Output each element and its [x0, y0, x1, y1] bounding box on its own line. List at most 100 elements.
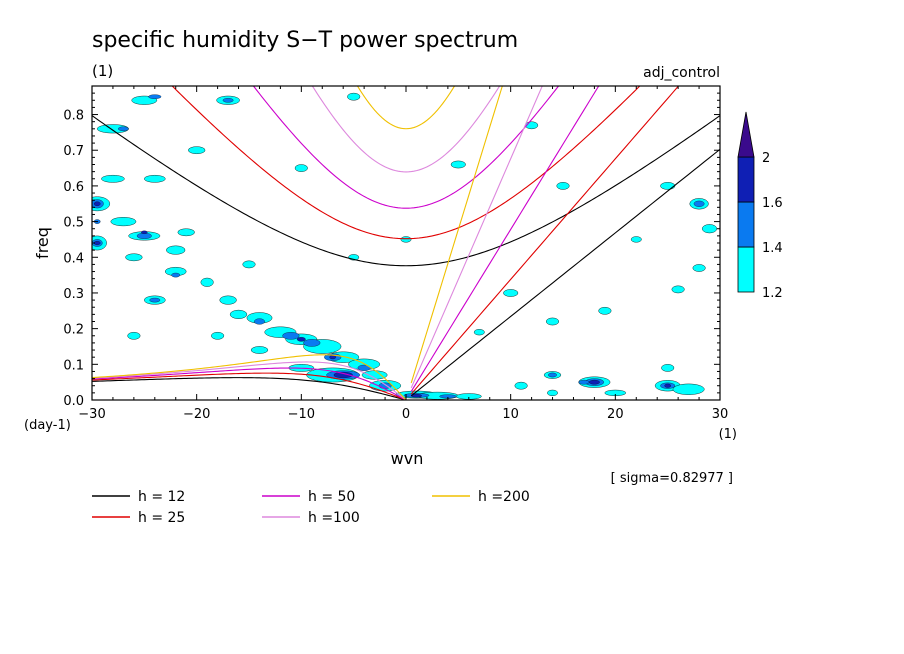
contour-blob-1.6-8: [141, 230, 148, 234]
contour-blob-1.6-4: [329, 355, 336, 360]
curve-gravity-h200: [356, 86, 456, 130]
contour-blob-1.2-36: [514, 381, 528, 390]
chart-title: specific humidity S−T power spectrum: [92, 28, 518, 53]
contour-blob-1.2-21: [229, 309, 248, 319]
contour-blob-1.2-45: [546, 317, 560, 326]
legend-label: h = 12: [138, 489, 185, 505]
legend-item: h =200: [432, 489, 530, 505]
curve-rossby-h12: [92, 377, 407, 400]
contour-blob-1.4-8: [303, 339, 321, 347]
contour-blob-1.2-13: [556, 182, 570, 190]
dispersion-curves-layer: [92, 86, 720, 400]
x-unit-label: (1): [719, 427, 737, 442]
curve-kelvin-h50: [410, 86, 600, 392]
contour-blob-1.2-54: [211, 331, 225, 340]
contour-blob-1.4-7: [282, 332, 300, 340]
contour-blob-1.2-11: [450, 160, 466, 169]
colorbar: 1.2 1.4 1.6 2: [737, 111, 783, 301]
contour-blob-1.2-41: [661, 364, 675, 372]
contour-blob-1.2-4: [166, 245, 186, 255]
contour-blob-1.2-46: [598, 306, 612, 315]
contour-blob-1.2-56: [400, 236, 412, 243]
contour-blob-1.4-16: [578, 379, 590, 385]
contour-blob-1.4-19: [149, 297, 161, 303]
contour-blob-1.6-2: [296, 337, 306, 342]
contour-blob-1.2-51: [125, 253, 143, 262]
y-tick-label: 0.6: [63, 180, 84, 195]
contour-blob-1.2-59: [630, 236, 642, 243]
x-tick-label: 20: [607, 407, 624, 422]
contour-blob-1.2-18: [144, 174, 166, 183]
y-tick-label: 0.3: [63, 287, 84, 302]
contour-blob-1.4-3: [118, 126, 129, 132]
colorbar-label: 1.4: [762, 241, 783, 256]
curve-gravity-h50: [252, 86, 560, 209]
y-tick-labels: 0.0 0.1 0.2 0.3 0.4 0.5 0.6 0.7 0.8: [63, 109, 84, 409]
legend-label: h =200: [478, 489, 530, 505]
colorbar-label: 1.6: [762, 196, 783, 211]
legend-item: h = 25: [92, 510, 185, 526]
contour-blob-1.2-53: [127, 331, 141, 340]
curve-kelvin-h12: [410, 148, 720, 397]
legend-label: h = 50: [308, 489, 355, 505]
curve-gravity-h12: [92, 115, 720, 267]
y-tick-label: 0.2: [63, 323, 84, 338]
x-tick-label: 0: [402, 407, 410, 422]
x-tick-labels: −30 −20 −10 0 10 20 30: [78, 407, 728, 422]
y-tick-label: 0.5: [63, 216, 84, 231]
y-tick-label: 0.7: [63, 144, 84, 159]
contour-blob-1.2-10: [347, 92, 361, 101]
x-tick-label: 30: [712, 407, 729, 422]
contour-blob-1.2-31: [250, 346, 269, 354]
contour-blob-1.4-20: [171, 272, 181, 278]
contour-blob-1.4-5: [222, 98, 234, 103]
x-tick-label: −10: [288, 407, 315, 422]
x-tick-label: 10: [502, 407, 519, 422]
curve-rossby-h100: [92, 361, 407, 400]
colorbar-swatch-3: [737, 156, 755, 203]
y-tick-label: 0.0: [63, 394, 84, 409]
chart-subtitle-right: adj_control: [643, 65, 720, 81]
legend-item: h =100: [262, 510, 360, 526]
contour-blob-1.2-52: [177, 228, 195, 237]
curve-rossby-h25: [92, 372, 407, 400]
x-tick-label: −30: [78, 407, 105, 422]
contour-blob-1.2-17: [101, 174, 125, 183]
contour-blob-1.6-1: [93, 241, 101, 245]
contour-blob-1.2-55: [242, 260, 256, 269]
contour-blob-1.2-19: [188, 146, 206, 154]
contour-blob-1.2-20: [219, 295, 237, 305]
contour-blob-1.2-2: [110, 217, 137, 227]
contour-blob-1.2-58: [473, 329, 485, 336]
sigma-note: [ sigma=0.82977 ]: [611, 471, 733, 486]
legend-item: h = 50: [262, 489, 355, 505]
x-tick-label: −20: [183, 407, 210, 422]
contour-blob-1.6-3: [333, 371, 353, 379]
spectrum-contour-layer: [92, 92, 718, 400]
curve-kelvin-h25: [410, 86, 680, 395]
curve-rossby-h50: [92, 367, 407, 400]
plot-background: [92, 86, 720, 400]
y-tick-label: 0.8: [63, 109, 84, 124]
contour-blob-1.2-42: [672, 383, 705, 395]
legend-item: h = 12: [92, 489, 185, 505]
curve-kelvin-h200: [410, 86, 503, 384]
contour-blob-1.4-21: [548, 372, 557, 378]
contour-blob-1.4-6: [254, 318, 265, 325]
colorbar-label: 2: [762, 151, 770, 166]
colorbar-arrow: [737, 111, 755, 158]
curve-kelvin-h100: [410, 86, 543, 389]
contour-blob-1.2-16: [702, 224, 718, 234]
contour-blob-1.2-5: [200, 277, 214, 287]
colorbar-swatch-2: [737, 201, 755, 248]
x-axis-label: wvn: [391, 449, 424, 468]
colorbar-label: 1.2: [762, 286, 783, 301]
contour-blob-1.2-48: [692, 264, 706, 272]
contour-blob-1.2-44: [503, 289, 519, 297]
curve-rossby-h200: [92, 354, 407, 400]
contour-blob-1.2-37: [547, 389, 558, 397]
y-tick-label: 0.1: [63, 358, 84, 373]
y-tick-label: 0.4: [63, 251, 84, 266]
y-axis-label: freq: [33, 227, 52, 259]
